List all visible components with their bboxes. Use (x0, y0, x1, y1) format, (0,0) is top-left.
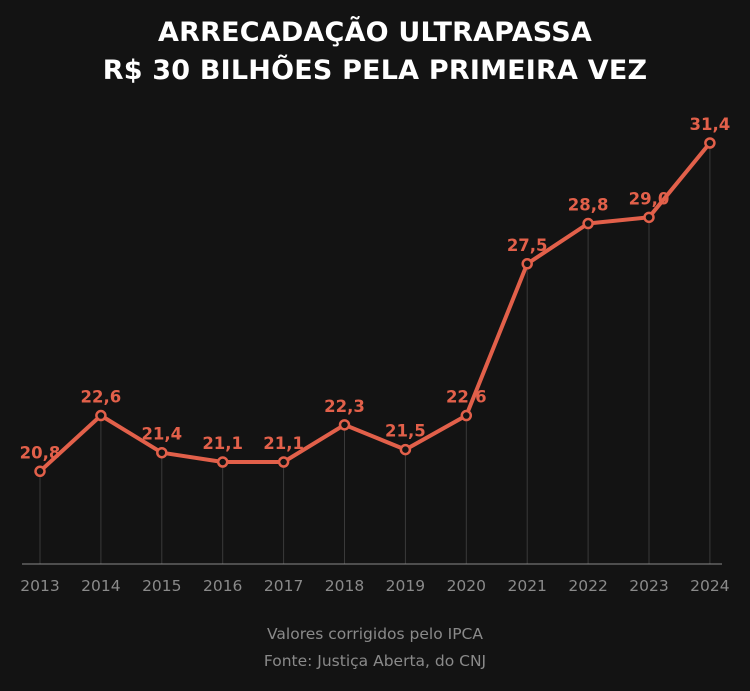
data-point (156, 446, 168, 459)
data-label: 21,1 (263, 434, 304, 453)
data-point (277, 456, 290, 468)
data-point (338, 419, 351, 431)
x-tick-label: 2023 (629, 577, 668, 595)
chart-title-line2: R$ 30 BILHÕES PELA PRIMEIRA VEZ (102, 55, 648, 86)
chart-source: Fonte: Justiça Aberta, do CNJ (263, 652, 487, 670)
data-label: 22,6 (446, 388, 487, 407)
series-line (38, 141, 712, 474)
data-label: 21,4 (141, 425, 182, 444)
x-tick-label: 2018 (325, 577, 364, 595)
data-point (521, 258, 533, 270)
x-tick-label: 2020 (447, 577, 486, 595)
x-tick-label: 2017 (264, 577, 303, 595)
data-label: 22,3 (324, 397, 365, 416)
data-point (95, 409, 107, 422)
chart-footer: Valores corrigidos pelo IPCA Fonte: Just… (0, 621, 750, 675)
data-label: 28,8 (568, 196, 609, 215)
chart-title: ARRECADAÇÃO ULTRAPASSA R$ 30 BILHÕES PEL… (0, 14, 750, 90)
x-tick-label: 2014 (81, 577, 120, 595)
x-tick-label: 2013 (20, 577, 59, 595)
data-label: 21,1 (202, 434, 243, 453)
x-tick-label: 2015 (142, 577, 181, 595)
data-point (216, 456, 229, 468)
chart-note: Valores corrigidos pelo IPCA (267, 625, 483, 643)
data-label: 20,8 (20, 443, 61, 462)
data-point (582, 217, 594, 230)
data-label: 27,5 (507, 236, 548, 255)
data-point (34, 465, 46, 478)
data-label: 29,0 (629, 189, 670, 208)
data-point (460, 409, 473, 422)
data-point (704, 137, 716, 149)
x-tick-label: 2016 (203, 577, 242, 595)
x-tick-label: 2021 (507, 577, 546, 595)
data-point (643, 211, 655, 224)
data-point (399, 443, 412, 456)
data-label: 21,5 (385, 422, 426, 441)
data-label: 31,4 (690, 115, 731, 134)
x-tick-label: 2024 (690, 577, 729, 595)
x-tick-label: 2019 (386, 577, 425, 595)
data-label: 22,6 (81, 388, 122, 407)
chart-title-line1: ARRECADAÇÃO ULTRAPASSA (158, 17, 592, 48)
x-tick-label: 2022 (568, 577, 607, 595)
